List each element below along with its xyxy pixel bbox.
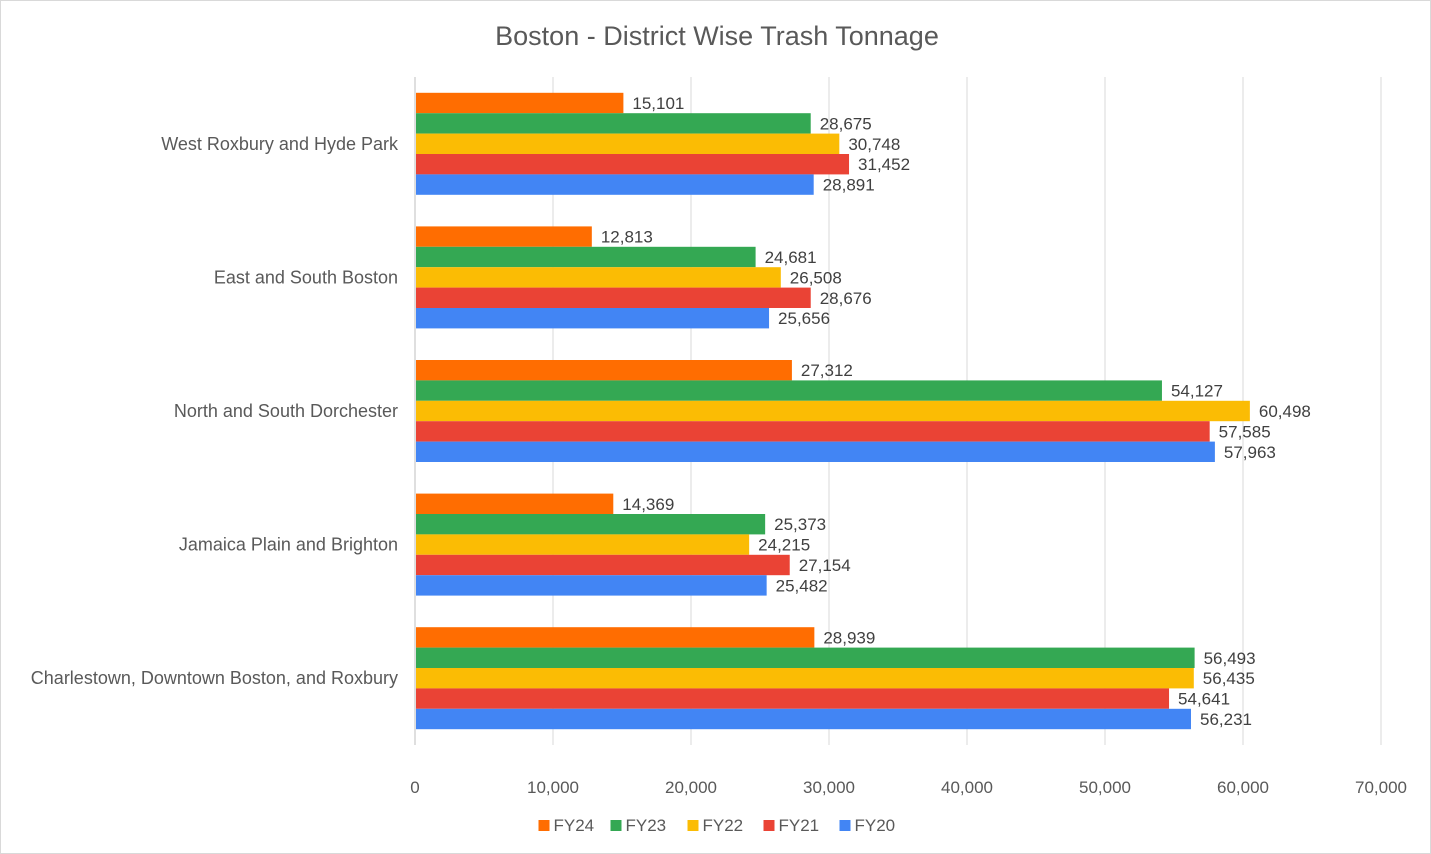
data-label-fy24-jamaica-plain-and-brighton: 14,369 [622,495,674,514]
legend-item-fy21: FY21 [763,816,820,835]
category-label-charlestown-downtown-boston-and-roxbury: Charlestown, Downtown Boston, and Roxbur… [31,668,398,688]
data-label-fy23-east-and-south-boston: 24,681 [765,248,817,267]
data-label-fy20-east-and-south-boston: 25,656 [778,309,830,328]
data-label-fy24-east-and-south-boston: 12,813 [601,228,653,247]
legend-label-fy21: FY21 [779,816,820,835]
bar-fy20-west-roxbury-and-hyde-park [416,174,814,195]
x-tick-label-20000: 20,000 [665,778,717,797]
legend-swatch-fy21 [763,820,775,831]
legend-label-fy20: FY20 [855,816,896,835]
bar-fy24-charlestown-downtown-boston-and-roxbury [416,627,815,648]
data-label-fy22-jamaica-plain-and-brighton: 24,215 [758,536,810,555]
data-label-fy21-jamaica-plain-and-brighton: 27,154 [799,556,851,575]
bar-fy22-north-and-south-dorchester [416,400,1250,422]
chart-title: Boston - District Wise Trash Tonnage [495,21,939,51]
data-label-fy21-charlestown-downtown-boston-and-roxbury: 54,641 [1178,690,1230,709]
data-label-fy23-north-and-south-dorchester: 54,127 [1171,382,1223,401]
x-tick-label-50000: 50,000 [1079,778,1131,797]
bar-fy24-jamaica-plain-and-brighton [416,493,614,514]
data-label-fy20-west-roxbury-and-hyde-park: 28,891 [823,176,875,195]
bar-fy24-west-roxbury-and-hyde-park [416,92,624,114]
bar-fy23-charlestown-downtown-boston-and-roxbury [416,647,1195,668]
legend-item-fy24: FY24 [538,816,595,835]
legend-label-fy22: FY22 [703,816,744,835]
bar-fy21-jamaica-plain-and-brighton [416,554,790,576]
legend-swatch-fy22 [687,820,699,831]
data-label-fy23-west-roxbury-and-hyde-park: 28,675 [820,114,872,133]
bar-fy24-north-and-south-dorchester [416,360,792,381]
x-tick-label-0: 0 [410,778,419,797]
bar-fy21-north-and-south-dorchester [416,421,1210,442]
data-label-fy21-west-roxbury-and-hyde-park: 31,452 [858,155,910,174]
category-label-east-and-south-boston: East and South Boston [214,267,398,287]
bar-fy23-jamaica-plain-and-brighton [416,514,766,535]
data-label-fy24-north-and-south-dorchester: 27,312 [801,361,853,380]
bar-fy24-east-and-south-boston [416,226,592,247]
data-label-fy21-north-and-south-dorchester: 57,585 [1219,422,1271,441]
legend-label-fy23: FY23 [626,816,667,835]
bar-fy23-west-roxbury-and-hyde-park [416,113,811,134]
data-label-fy22-north-and-south-dorchester: 60,498 [1259,402,1311,421]
legend-swatch-fy20 [839,820,851,831]
bars [416,92,1250,730]
bar-fy21-charlestown-downtown-boston-and-roxbury [416,688,1170,709]
bar-fy20-charlestown-downtown-boston-and-roxbury [416,708,1191,730]
legend-label-fy24: FY24 [554,816,595,835]
category-label-jamaica-plain-and-brighton: Jamaica Plain and Brighton [179,535,398,555]
legend-item-fy22: FY22 [687,816,744,835]
data-labels: 15,101 12,813 27,312 14,369 28,939 28,675 24,6… [601,94,1311,729]
bar-fy22-jamaica-plain-and-brighton [416,534,750,555]
x-tick-label-10000: 10,000 [527,778,579,797]
data-label-fy22-east-and-south-boston: 26,508 [790,268,842,287]
data-label-fy22-west-roxbury-and-hyde-park: 30,748 [848,135,900,154]
bar-fy21-east-and-south-boston [416,287,811,308]
data-label-fy20-jamaica-plain-and-brighton: 25,482 [776,576,828,595]
bar-fy20-north-and-south-dorchester [416,441,1215,462]
bar-fy22-east-and-south-boston [416,267,781,288]
legend: FY24 FY23 FY22 FY21 FY20 [538,816,896,835]
bar-fy20-jamaica-plain-and-brighton [416,575,767,596]
bar-fy23-north-and-south-dorchester [416,380,1162,401]
axes: 0 10,000 20,000 30,000 40,000 50,000 60,000 70,… [31,77,1407,797]
data-label-fy23-jamaica-plain-and-brighton: 25,373 [774,515,826,534]
data-label-fy20-charlestown-downtown-boston-and-roxbury: 56,231 [1200,710,1252,729]
legend-item-fy23: FY23 [610,816,667,835]
bar-fy23-east-and-south-boston [416,246,756,268]
data-label-fy21-east-and-south-boston: 28,676 [820,289,872,308]
bar-fy22-charlestown-downtown-boston-and-roxbury [416,668,1194,689]
bar-fy22-west-roxbury-and-hyde-park [416,133,840,154]
x-tick-label-30000: 30,000 [803,778,855,797]
data-label-fy23-charlestown-downtown-boston-and-roxbury: 56,493 [1204,649,1256,668]
x-tick-label-70000: 70,000 [1355,778,1407,797]
data-label-fy24-west-roxbury-and-hyde-park: 15,101 [632,94,684,113]
data-label-fy22-charlestown-downtown-boston-and-roxbury: 56,435 [1203,669,1255,688]
data-label-fy24-charlestown-downtown-boston-and-roxbury: 28,939 [823,628,875,647]
data-label-fy20-north-and-south-dorchester: 57,963 [1224,443,1276,462]
bar-fy21-west-roxbury-and-hyde-park [416,154,850,175]
legend-swatch-fy24 [538,820,550,831]
x-tick-label-60000: 60,000 [1217,778,1269,797]
legend-swatch-fy23 [610,820,622,831]
category-label-north-and-south-dorchester: North and South Dorchester [174,401,398,421]
x-tick-label-40000: 40,000 [941,778,993,797]
legend-item-fy20: FY20 [839,816,896,835]
category-label-west-roxbury-and-hyde-park: West Roxbury and Hyde Park [161,134,399,154]
bar-fy20-east-and-south-boston [416,308,770,329]
